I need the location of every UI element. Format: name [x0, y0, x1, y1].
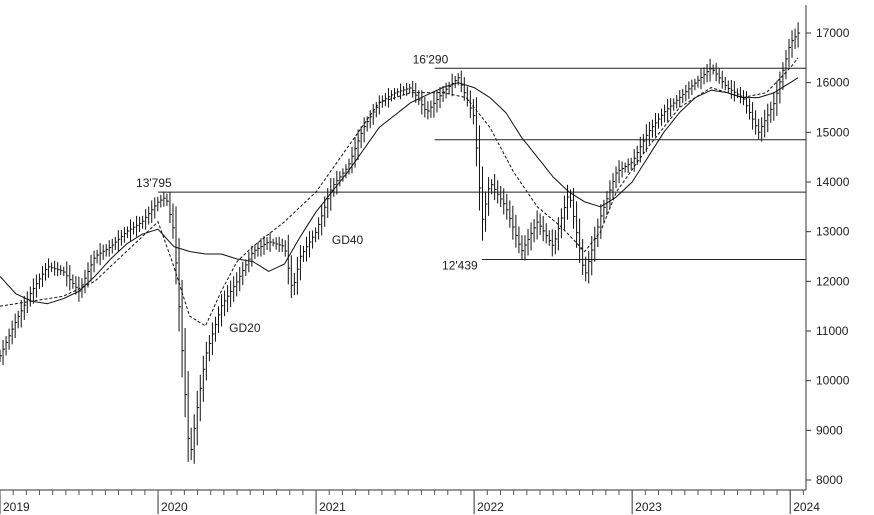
y-tick-label: 14000 — [816, 175, 850, 189]
x-tick-label: 2020 — [161, 500, 188, 514]
y-tick-label: 9000 — [816, 423, 843, 437]
y-tick-label: 11000 — [816, 324, 849, 338]
gd40-line — [0, 77, 799, 305]
x-tick-label: 2021 — [319, 500, 346, 514]
x-tick-label: 2024 — [793, 500, 820, 514]
level-label: 12'439 — [442, 259, 478, 273]
ma-annotation: GD20 — [229, 321, 261, 335]
level-label: 16'290 — [413, 52, 449, 66]
x-tick-label: 2022 — [477, 500, 504, 514]
y-tick-label: 15000 — [816, 125, 850, 139]
y-tick-label: 16000 — [816, 76, 850, 90]
gd20-line — [0, 57, 799, 327]
y-tick-label: 8000 — [816, 473, 843, 487]
x-tick-label: 2019 — [3, 500, 30, 514]
y-tick-label: 12000 — [816, 274, 850, 288]
x-tick-label: 2023 — [635, 500, 662, 514]
y-tick-label: 10000 — [816, 374, 850, 388]
y-tick-label: 17000 — [816, 26, 850, 40]
y-tick-label: 13000 — [816, 225, 850, 239]
level-label: 13'795 — [136, 176, 172, 190]
ma-annotation: GD40 — [332, 233, 364, 247]
